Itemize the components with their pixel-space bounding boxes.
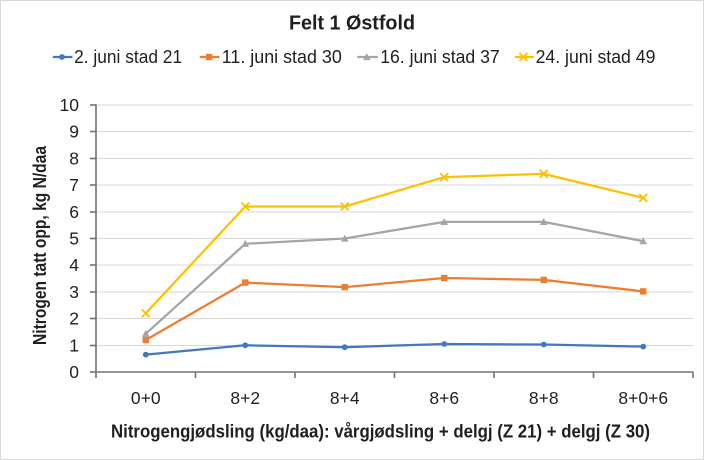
svg-text:0: 0 — [69, 362, 79, 382]
svg-text:16. juni stad 37: 16. juni stad 37 — [380, 47, 500, 67]
svg-text:11. juni stad 30: 11. juni stad 30 — [222, 47, 342, 67]
svg-text:5: 5 — [69, 229, 79, 249]
svg-text:7: 7 — [69, 175, 79, 195]
svg-text:1: 1 — [69, 336, 79, 356]
svg-text:9: 9 — [69, 122, 79, 142]
svg-text:Nitrogengjødsling (kg/daa): vå: Nitrogengjødsling (kg/daa): vårgjødsling… — [111, 422, 650, 442]
svg-text:8+2: 8+2 — [230, 388, 260, 408]
svg-text:Felt 1 Østfold: Felt 1 Østfold — [289, 13, 415, 35]
svg-text:24. juni stad 49: 24. juni stad 49 — [536, 47, 656, 67]
svg-text:2. juni stad 21: 2. juni stad 21 — [74, 47, 182, 67]
svg-text:4: 4 — [69, 255, 79, 275]
svg-text:Nitrogen tatt opp, kg N/daa: Nitrogen tatt opp, kg N/daa — [30, 145, 50, 345]
svg-text:10: 10 — [60, 95, 80, 115]
svg-text:8+6: 8+6 — [429, 388, 459, 408]
svg-text:8: 8 — [69, 149, 79, 169]
svg-text:8+0+6: 8+0+6 — [618, 388, 668, 408]
svg-text:8+4: 8+4 — [330, 388, 360, 408]
svg-text:8+8: 8+8 — [529, 388, 559, 408]
svg-text:0+0: 0+0 — [131, 388, 161, 408]
svg-text:6: 6 — [69, 202, 79, 222]
svg-text:2: 2 — [69, 309, 79, 329]
svg-text:3: 3 — [69, 282, 79, 302]
